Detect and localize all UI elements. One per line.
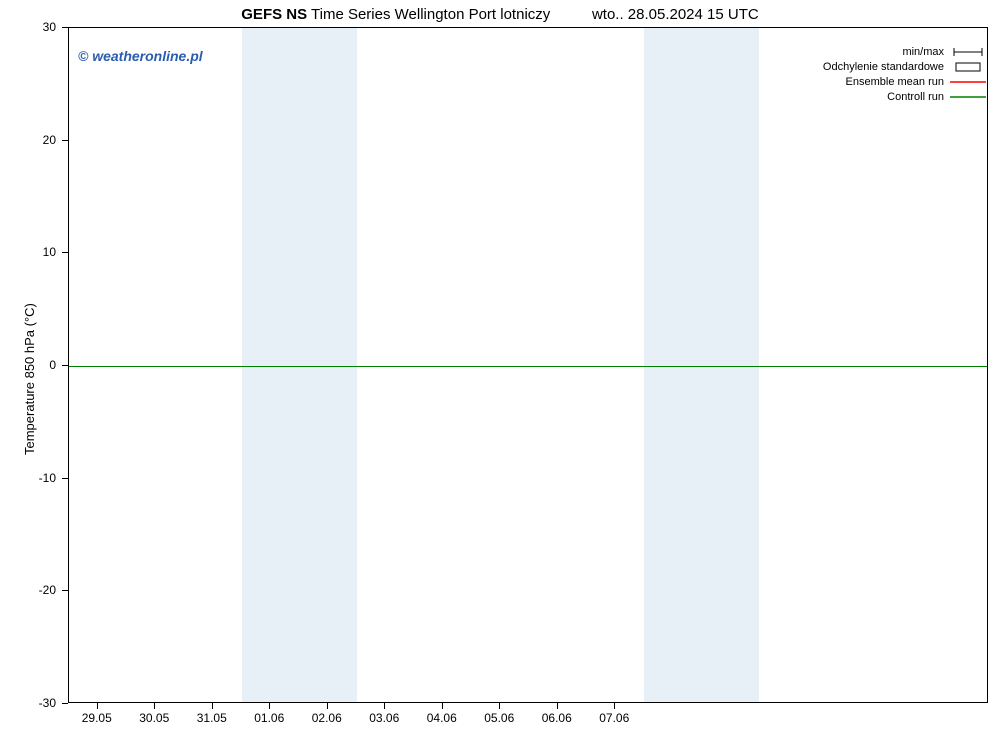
chart-title-segment: Time Series Wellington Port lotniczy wto…: [307, 6, 759, 23]
y-tick-mark: [62, 27, 68, 28]
x-tick-mark: [154, 703, 155, 709]
x-tick-label: 02.06: [312, 711, 342, 725]
x-tick-label: 05.06: [484, 711, 514, 725]
legend-swatch: [950, 92, 986, 102]
x-tick-mark: [384, 703, 385, 709]
legend-label: Controll run: [887, 91, 944, 103]
x-tick-label: 29.05: [82, 711, 112, 725]
y-tick-mark: [62, 478, 68, 479]
y-tick-mark: [62, 140, 68, 141]
x-tick-mark: [212, 703, 213, 709]
x-tick-mark: [499, 703, 500, 709]
chart-container: GEFS NS Time Series Wellington Port lotn…: [0, 0, 1000, 733]
chart-title-segment: NS: [286, 6, 307, 23]
y-tick-label: 0: [0, 358, 56, 372]
x-tick-mark: [97, 703, 98, 709]
series-controll-run: [69, 366, 987, 367]
shaded-band: [644, 28, 759, 702]
y-tick-label: -10: [0, 471, 56, 485]
x-tick-label: 01.06: [254, 711, 284, 725]
plot-area: [68, 27, 988, 703]
watermark-text: © weatheronline.pl: [78, 48, 203, 64]
legend-label: Odchylenie standardowe: [823, 61, 944, 73]
y-tick-mark: [62, 590, 68, 591]
y-tick-mark: [62, 703, 68, 704]
x-tick-mark: [269, 703, 270, 709]
y-axis-label: Temperature 850 hPa (°C): [22, 303, 37, 455]
x-tick-label: 31.05: [197, 711, 227, 725]
x-tick-label: 07.06: [599, 711, 629, 725]
y-tick-label: -30: [0, 696, 56, 710]
legend: min/max Odchylenie standardowe Ensemble me…: [823, 44, 986, 104]
y-tick-mark: [62, 252, 68, 253]
y-tick-mark: [62, 365, 68, 366]
x-tick-label: 06.06: [542, 711, 572, 725]
legend-item: Ensemble mean run: [823, 74, 986, 89]
x-tick-mark: [327, 703, 328, 709]
legend-swatch: [950, 61, 986, 73]
legend-swatch: [950, 46, 986, 58]
legend-item: Odchylenie standardowe: [823, 59, 986, 74]
x-tick-label: 30.05: [139, 711, 169, 725]
legend-item: Controll run: [823, 89, 986, 104]
x-tick-mark: [557, 703, 558, 709]
x-tick-mark: [442, 703, 443, 709]
legend-label: Ensemble mean run: [846, 76, 944, 88]
x-tick-mark: [614, 703, 615, 709]
x-tick-label: 03.06: [369, 711, 399, 725]
shaded-band: [242, 28, 357, 702]
chart-title: GEFS NS Time Series Wellington Port lotn…: [0, 6, 1000, 23]
x-tick-label: 04.06: [427, 711, 457, 725]
legend-item: min/max: [823, 44, 986, 59]
y-tick-label: 10: [0, 245, 56, 259]
legend-label: min/max: [902, 46, 944, 58]
chart-title-segment: GEFS: [241, 6, 282, 23]
y-tick-label: 30: [0, 20, 56, 34]
y-tick-label: 20: [0, 133, 56, 147]
y-tick-label: -20: [0, 583, 56, 597]
legend-swatch: [950, 77, 986, 87]
